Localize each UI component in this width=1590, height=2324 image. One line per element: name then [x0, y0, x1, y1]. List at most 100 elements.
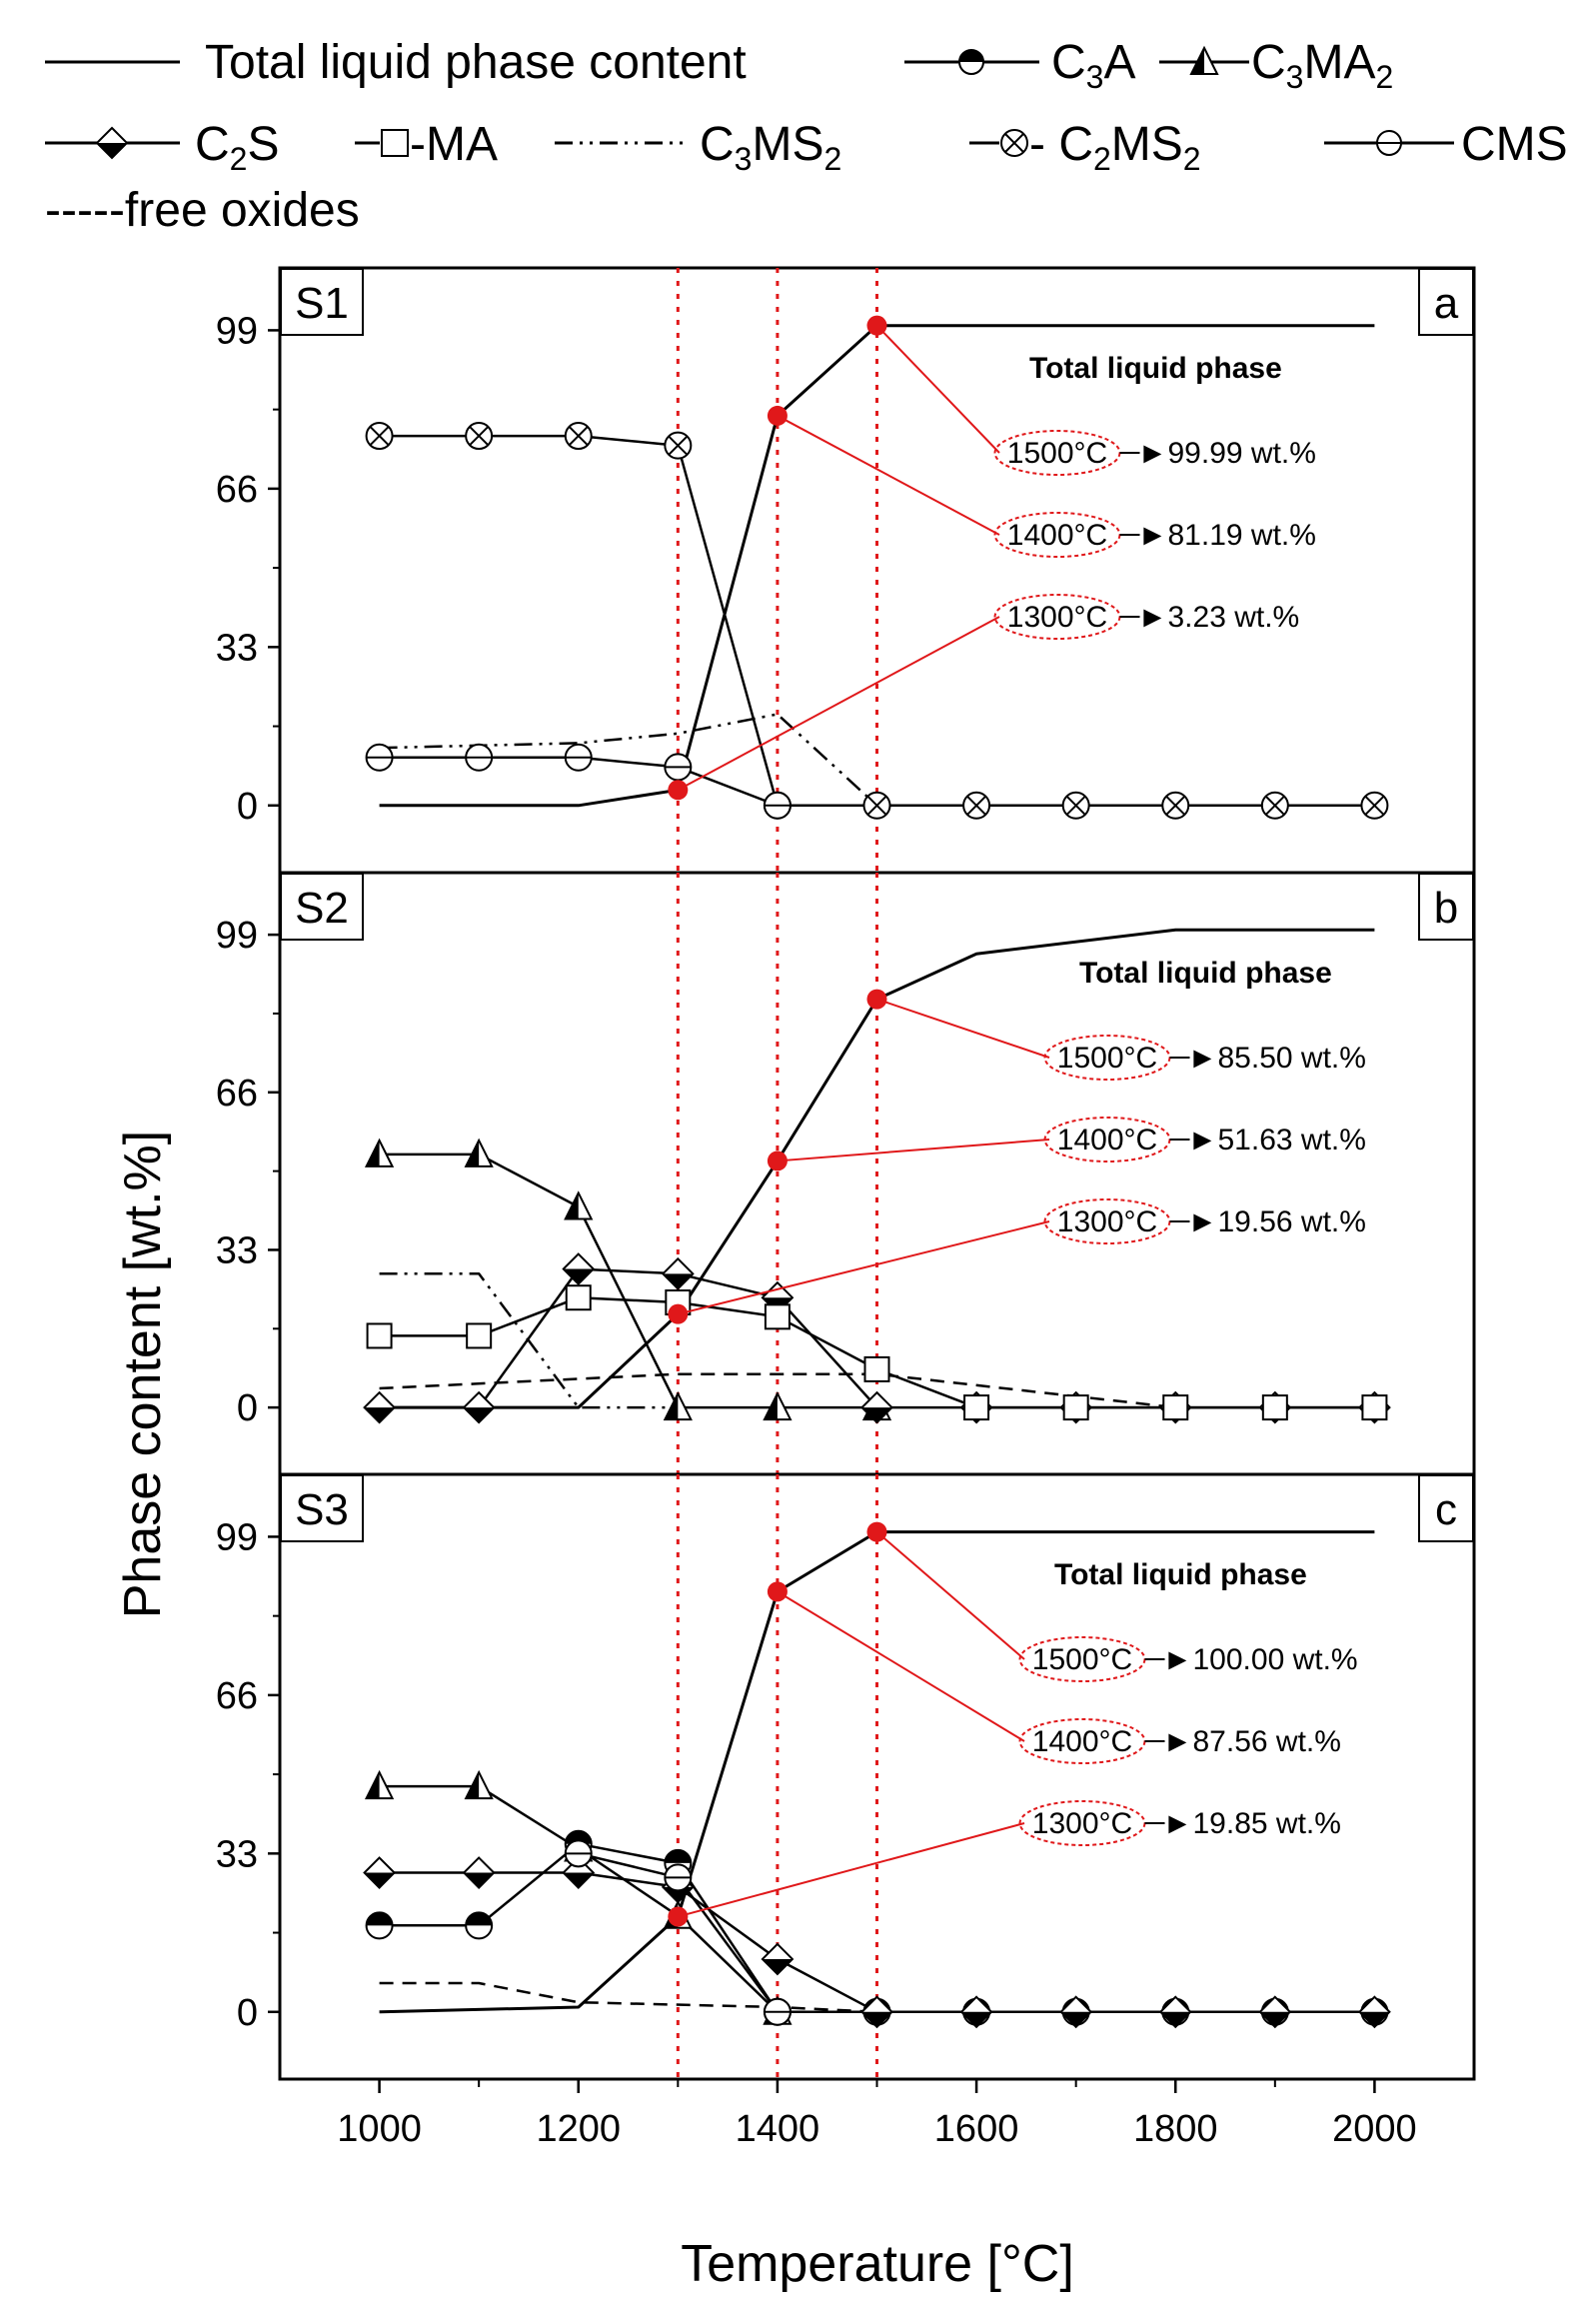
annotation-value: 81.19 wt.%: [1168, 519, 1316, 552]
marker-c2ms2: [962, 791, 991, 820]
marker-c2ms2: [1061, 791, 1090, 820]
marker-c2ms2: [664, 431, 693, 460]
y-tick-label: 99: [216, 1516, 258, 1558]
y-tick-label: 33: [216, 1229, 258, 1271]
leader-line: [875, 1530, 1025, 1660]
y-tick-label: 33: [216, 1833, 258, 1875]
marker-c3a-fill: [665, 1849, 692, 1863]
sample-label: S1: [295, 279, 349, 328]
leader-line: [777, 1590, 1025, 1742]
marker-c2s-fill: [861, 1407, 892, 1423]
marker-c3ma2-fill: [466, 1140, 480, 1166]
annotation-arrow: ►: [1188, 1205, 1218, 1238]
annotation-value: 87.56 wt.%: [1193, 1725, 1341, 1758]
annotation-arrow: ►: [1138, 601, 1168, 634]
annotation-arrow: ►: [1163, 1725, 1193, 1758]
marker-c2s: [959, 1995, 993, 2029]
x-tick-label: 1800: [1133, 2108, 1218, 2150]
sample-label: S2: [295, 884, 349, 933]
highlight-point: [866, 315, 887, 336]
y-tick-label: 99: [216, 310, 258, 352]
marker-c2s: [661, 1256, 695, 1290]
marker-c2s-fill: [364, 1407, 395, 1423]
legend: Total liquid phase content C3A C3MA2 C2S: [45, 36, 1568, 237]
marker-c3a: [365, 1911, 394, 1940]
marker-ma-shape: [466, 1322, 493, 1349]
marker-cms: [763, 791, 792, 820]
marker-ma-shape: [1261, 1394, 1288, 1421]
marker-c2s: [562, 1252, 596, 1285]
marker-c2ms2-x2: [1165, 796, 1185, 816]
marker-c2s: [363, 1856, 396, 1889]
marker-ma: [764, 1303, 791, 1330]
marker-ma-shape: [1162, 1394, 1189, 1421]
marker-c3ma2-fill: [764, 1393, 778, 1420]
marker-c2s-fill: [464, 1407, 495, 1423]
marker-c3ma2: [464, 1769, 494, 1800]
legend-label-total: Total liquid phase content: [205, 36, 747, 89]
marker-c3a: [465, 1911, 494, 1940]
marker-c3ma2-fill: [466, 1772, 480, 1799]
marker-cms: [763, 1997, 792, 2026]
marker-c2ms2-x2: [668, 435, 689, 456]
marker-c2ms2-x2: [866, 796, 887, 816]
leader-line: [678, 1822, 1025, 1918]
marker-c2ms2-x2: [966, 796, 986, 816]
annotation-value: 3.23 wt.%: [1168, 601, 1300, 634]
annotation-temp: 1500°C: [1057, 1042, 1157, 1075]
marker-c3ma2: [663, 1390, 693, 1421]
marker-ma-shape: [963, 1394, 990, 1421]
leader-line: [777, 415, 1000, 536]
y-tick-label: 0: [237, 786, 258, 828]
marker-ma: [1062, 1394, 1089, 1421]
marker-c3ma2: [564, 1190, 594, 1220]
marker-c2ms2: [365, 422, 394, 451]
panel-letter: c: [1435, 1485, 1457, 1534]
marker-ma: [1361, 1394, 1388, 1421]
y-tick-label: 0: [237, 1992, 258, 2034]
y-tick-label: 99: [216, 915, 258, 957]
marker-c3ma2: [464, 1138, 494, 1167]
marker-ma-shape: [764, 1303, 791, 1330]
y-tick-label: 33: [216, 627, 258, 669]
marker-ma-shape: [1361, 1394, 1388, 1421]
legend-label-free-oxides: -----free oxides: [45, 184, 360, 237]
annotation-value: 85.50 wt.%: [1218, 1042, 1366, 1075]
marker-c2ms2: [465, 422, 494, 451]
y-tick-label: 66: [216, 1073, 258, 1115]
annotation-value: 99.99 wt.%: [1168, 437, 1316, 470]
leader-line: [777, 1139, 1050, 1162]
annotation-title: Total liquid phase: [1079, 957, 1332, 990]
annotation-temp: 1400°C: [1057, 1124, 1157, 1157]
marker-c3ma2: [763, 1390, 793, 1421]
marker-c2s-fill: [563, 1268, 594, 1284]
marker-ma: [963, 1394, 990, 1421]
legend-label-c2s: C2S: [195, 118, 279, 177]
marker-c2s: [462, 1390, 496, 1424]
legend-label-cms: CMS: [1461, 118, 1568, 171]
legend-swatch-ma: [355, 129, 409, 157]
annotation-temp: 1500°C: [1032, 1643, 1132, 1676]
x-tick-label: 1600: [934, 2108, 1019, 2150]
marker-cms: [564, 743, 593, 772]
marker-ma: [565, 1284, 592, 1311]
legend-swatch-c2ms2: [969, 129, 1028, 157]
annotation-arrow: ►: [1138, 519, 1168, 552]
marker-c2ms2-x2: [1265, 796, 1285, 816]
marker-c3ma2: [364, 1138, 395, 1167]
leader-line: [876, 998, 1050, 1059]
legend-label-c3ma2: C3MA2: [1251, 36, 1393, 95]
marker-c2s-fill: [961, 2011, 992, 2027]
marker-c3a-fill: [466, 1912, 493, 1926]
annotation-arrow: ►: [1188, 1124, 1218, 1157]
leader-line: [678, 1220, 1050, 1315]
marker-c2s: [1358, 1995, 1391, 2029]
series-line-free_oxides: [379, 1981, 877, 2014]
annotation-value: 19.56 wt.%: [1218, 1205, 1366, 1238]
marker-c2ms2: [1260, 791, 1289, 820]
